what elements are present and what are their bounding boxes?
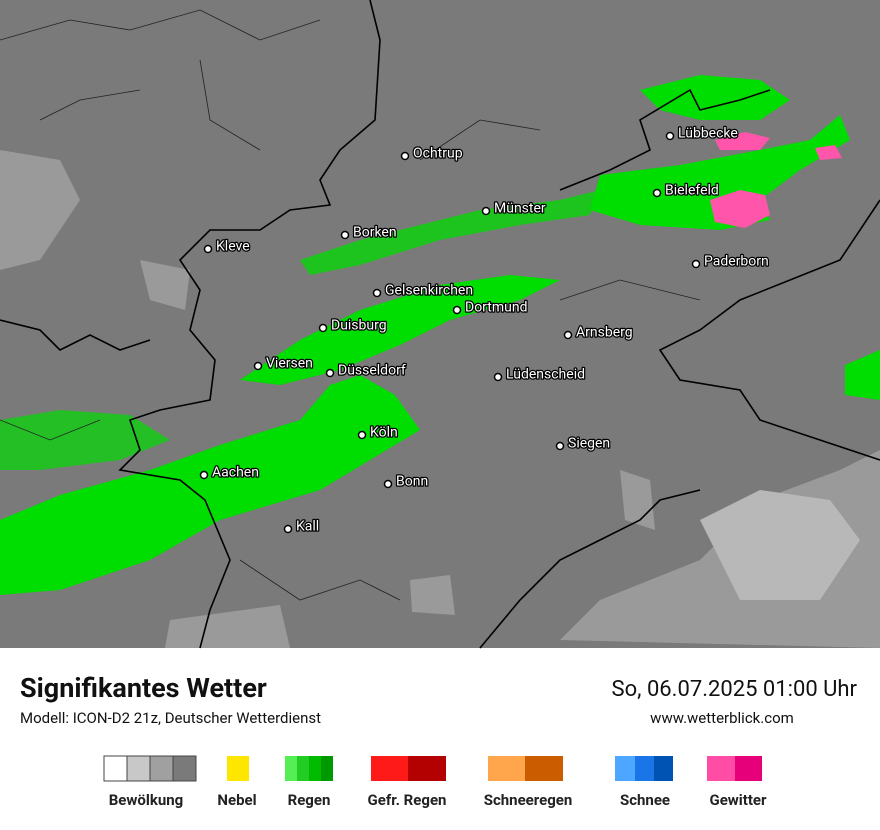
cloud-light (700, 490, 860, 600)
city-label: Paderborn (704, 254, 769, 270)
city-label: Münster (494, 201, 546, 217)
city-label: Bielefeld (665, 183, 719, 199)
legend-label: Nebel (217, 791, 256, 809)
subtitle: Modell: ICON-D2 21z, Deutscher Wetterdie… (20, 709, 321, 727)
city-label: Bonn (396, 474, 428, 490)
city-dot (253, 361, 263, 371)
city-label: Kall (296, 519, 319, 535)
city-label: Aachen (212, 465, 259, 481)
city-dot (452, 305, 462, 315)
city-label: Siegen (568, 436, 610, 452)
city-dot (199, 470, 209, 480)
legend-label: Regen (288, 791, 331, 809)
legend-label: Bewölkung (109, 791, 184, 809)
city-dot (383, 479, 393, 489)
city-label: Viersen (266, 356, 313, 372)
city-dot (481, 206, 491, 216)
city-dot (203, 244, 213, 254)
city-label: Köln (370, 425, 398, 441)
legend-label: Gewitter (709, 791, 767, 809)
city-label: Ochtrup (413, 146, 463, 162)
legend-label: Gefr. Regen (368, 791, 447, 809)
legend-label: Schneeregen (484, 791, 573, 809)
city-dot (555, 441, 565, 451)
city-label: Kleve (216, 239, 250, 255)
title: Signifikantes Wetter (20, 672, 267, 704)
legend: Bewölkung Nebel Regen Gefr. Regen Schneerege… (109, 791, 767, 809)
city-dot (325, 368, 335, 378)
city-dot (563, 330, 573, 340)
city-label: Borken (353, 225, 397, 241)
city-dot (691, 259, 701, 269)
city-dot (372, 288, 382, 298)
legend-label: Schnee (620, 791, 670, 809)
url[interactable]: www.wetterblick.com (650, 709, 794, 727)
city-label: Dortmund (465, 300, 527, 316)
footer: Signifikantes Wetter Modell: ICON-D2 21z… (20, 672, 858, 809)
borders (0, 0, 880, 649)
city-dot (357, 430, 367, 440)
datetime: So, 06.07.2025 01:00 Uhr (612, 677, 858, 702)
city-dot (665, 131, 675, 141)
city-dot (400, 151, 410, 161)
city-label: Gelsenkirchen (385, 283, 473, 299)
city-dot (340, 230, 350, 240)
city-label: Duisburg (331, 318, 387, 334)
rain (0, 75, 880, 595)
city-label: Lüdenscheid (506, 367, 585, 383)
thunderstorm (710, 132, 842, 228)
map: Ochtrup Lübbecke Münster Bielefeld Borken Kle… (0, 0, 880, 649)
city-dot (493, 372, 503, 382)
city-label: Düsseldorf (338, 363, 406, 379)
city-dot (652, 188, 662, 198)
city-label: Arnsberg (576, 325, 633, 341)
legend-swatches (103, 755, 762, 782)
cities: Ochtrup Lübbecke Münster Bielefeld Borken Kle… (199, 124, 770, 536)
city-dot (318, 323, 328, 333)
city-label: Lübbecke (678, 126, 738, 142)
city-dot (283, 524, 293, 534)
